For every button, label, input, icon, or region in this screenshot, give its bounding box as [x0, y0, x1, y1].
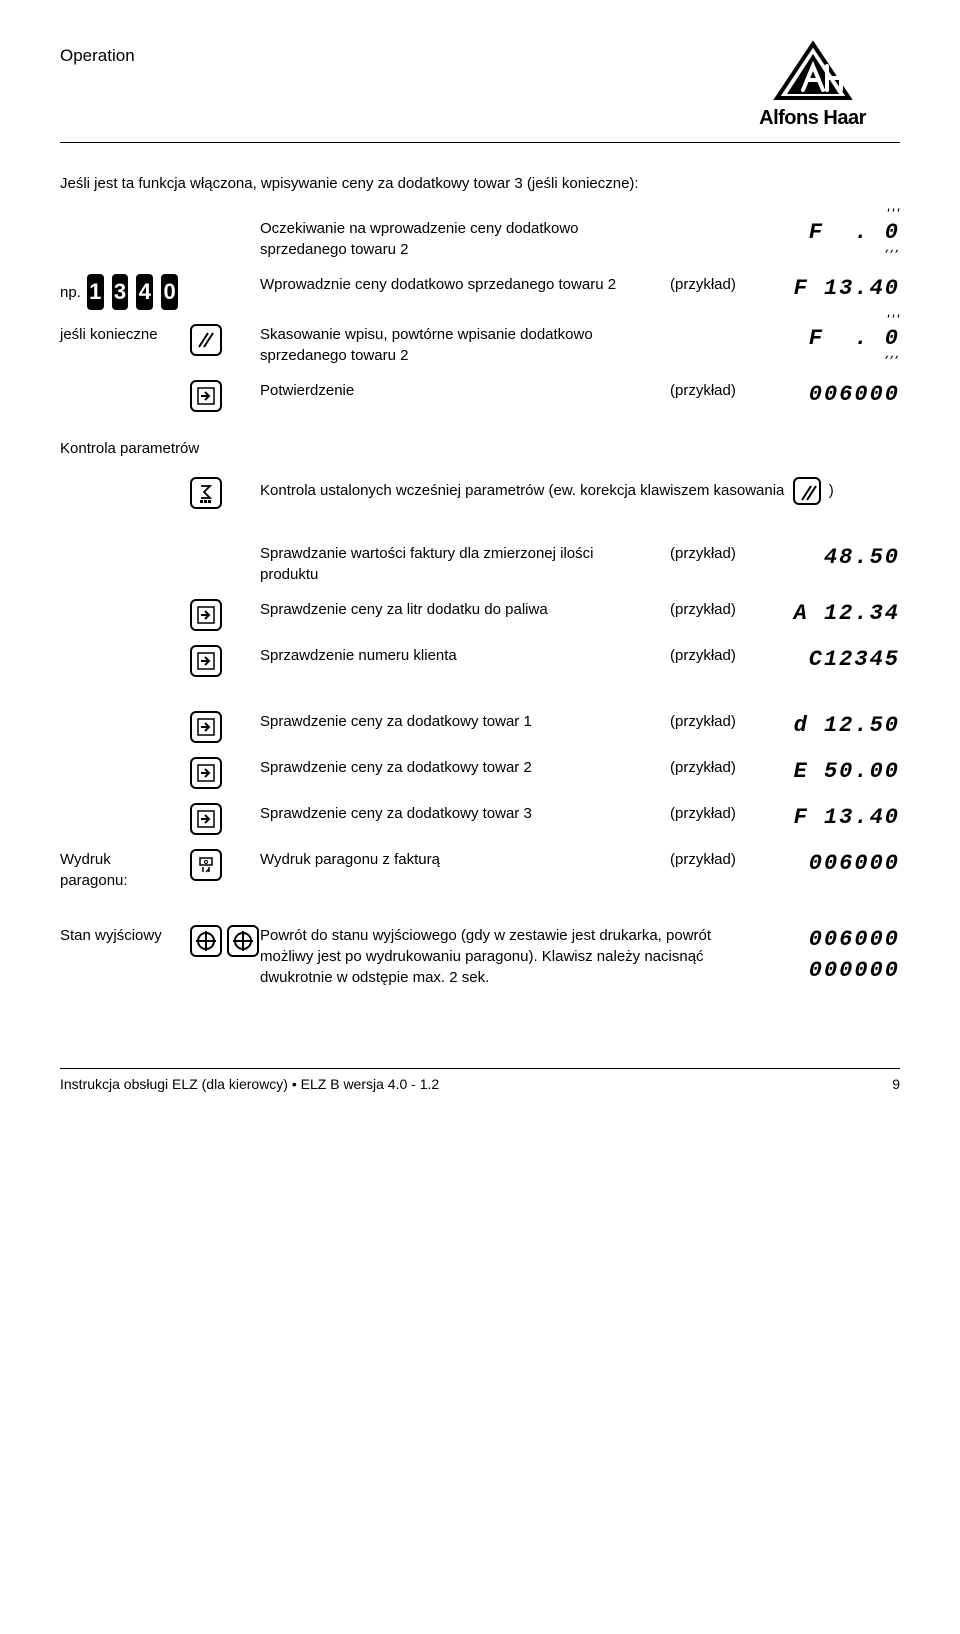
page-footer: Instrukcja obsługi ELZ (dla kierowcy) • … [60, 1068, 900, 1095]
row-label: np. 1 3 4 0 [60, 274, 180, 310]
step-text: Wydruk paragonu z fakturą [260, 849, 660, 870]
digit-key[interactable]: 1 [87, 274, 104, 310]
step-text: Wprowadznie ceny dodatkowo sprzedanego t… [260, 274, 660, 295]
enter-key[interactable] [190, 380, 222, 412]
enter-key[interactable] [190, 803, 222, 835]
enter-key[interactable] [190, 645, 222, 677]
step-text: Sprawdzenie ceny za dodatkowy towar 1 [260, 711, 660, 732]
intro-text: Jeśli jest ta funkcja włączona, wpisywan… [60, 173, 900, 194]
step-text: Kontrola ustalonych wcześniej parametrów… [260, 477, 900, 505]
step-text: Sprawdzenie ceny za dodatkowy towar 3 [260, 803, 660, 824]
print-key[interactable] [190, 849, 222, 881]
row-label: Stan wyjściowy [60, 925, 180, 946]
step-row: Sprawdzenie ceny za dodatkowy towar 2 (p… [60, 757, 900, 789]
digit-key[interactable]: 0 [161, 274, 178, 310]
clear-key-inline[interactable] [793, 477, 821, 505]
section-heading: Kontrola parametrów [60, 438, 900, 459]
step-row: Stan wyjściowy Powrót do stanu wyjściowe… [60, 925, 900, 988]
row-label: jeśli konieczne [60, 324, 180, 345]
footer-left: Instrukcja obsługi ELZ (dla kierowcy) • … [60, 1075, 439, 1095]
step-row: Potwierdzenie (przykład) 006000 [60, 380, 900, 412]
page-title: Operation [60, 40, 135, 68]
step-row: Sprawdzanie wartości faktury dla zmierzo… [60, 543, 900, 585]
display-value: E 50.00 [780, 757, 900, 788]
reset-key[interactable] [227, 925, 259, 957]
step-text: Sprawdzanie wartości faktury dla zmierzo… [260, 543, 660, 585]
enter-key[interactable] [190, 711, 222, 743]
enter-icon [194, 649, 218, 673]
step-row: Sprawdzenie ceny za dodatkowy towar 1 (p… [60, 711, 900, 743]
digit-key[interactable]: 3 [112, 274, 129, 310]
example-label: (przykład) [670, 849, 770, 870]
brand-logo: Alfons Haar [725, 40, 900, 132]
print-icon [194, 853, 218, 877]
enter-icon [194, 603, 218, 627]
example-label: (przykład) [670, 711, 770, 732]
example-label: (przykład) [670, 380, 770, 401]
sum-key[interactable] [190, 477, 222, 509]
step-row: Kontrola ustalonych wcześniej parametrów… [60, 477, 900, 509]
display-value: F 13.40 [780, 803, 900, 834]
example-label: (przykład) [670, 599, 770, 620]
display-value: F . 0 [780, 324, 900, 355]
step-text: Oczekiwanie na wprowadzenie ceny dodatko… [260, 218, 660, 260]
display-value: 006000 [780, 849, 900, 880]
display-value: 48.50 [780, 543, 900, 574]
step-text: Powrót do stanu wyjściowego (gdy w zesta… [260, 925, 770, 988]
step-row: Sprawdzenie ceny za litr dodatku do pali… [60, 599, 900, 631]
enter-icon [194, 715, 218, 739]
page-number: 9 [892, 1075, 900, 1095]
step-row: Wydruk paragonu: Wydruk paragonu z faktu… [60, 849, 900, 891]
enter-icon [194, 761, 218, 785]
display-value: F . 0 [780, 218, 900, 249]
page-header: Operation Alfons Haar [60, 40, 900, 143]
crosshair-icon [231, 929, 255, 953]
display-value: 006000 000000 [780, 925, 900, 987]
example-label: (przykład) [670, 757, 770, 778]
example-label: (przykład) [670, 803, 770, 824]
step-row: np. 1 3 4 0 Wprowadznie ceny dodatkowo s… [60, 274, 900, 310]
display-value: 006000 [780, 380, 900, 411]
display-value: F 13.40 [780, 274, 900, 305]
enter-key[interactable] [190, 599, 222, 631]
step-row: jeśli konieczne Skasowanie wpisu, powtór… [60, 324, 900, 366]
step-row: Sprawdzenie ceny za dodatkowy towar 3 (p… [60, 803, 900, 835]
step-text: Sprawdzenie ceny za dodatkowy towar 2 [260, 757, 660, 778]
reset-key[interactable] [190, 925, 222, 957]
step-text: Skasowanie wpisu, powtórne wpisanie doda… [260, 324, 660, 366]
clear-icon [797, 481, 817, 501]
crosshair-icon [194, 929, 218, 953]
example-label: (przykład) [670, 645, 770, 666]
example-label: (przykład) [670, 543, 770, 564]
example-label: (przykład) [670, 274, 770, 295]
logo-icon [773, 40, 853, 102]
display-value: C12345 [780, 645, 900, 676]
step-row: Oczekiwanie na wprowadzenie ceny dodatko… [60, 218, 900, 260]
enter-icon [194, 807, 218, 831]
enter-icon [194, 384, 218, 408]
row-label: Wydruk paragonu: [60, 849, 180, 891]
step-text: Potwierdzenie [260, 380, 660, 401]
step-text: Sprawdzenie ceny za litr dodatku do pali… [260, 599, 660, 620]
display-value: d 12.50 [780, 711, 900, 742]
sigma-icon [194, 481, 218, 505]
step-text: Sprzawdzenie numeru klienta [260, 645, 660, 666]
step-row: Sprzawdzenie numeru klienta (przykład) C… [60, 645, 900, 677]
digit-key[interactable]: 4 [136, 274, 153, 310]
clear-key[interactable] [190, 324, 222, 356]
brand-name: Alfons Haar [725, 104, 900, 132]
display-value: A 12.34 [780, 599, 900, 630]
enter-key[interactable] [190, 757, 222, 789]
clear-icon [194, 328, 218, 352]
